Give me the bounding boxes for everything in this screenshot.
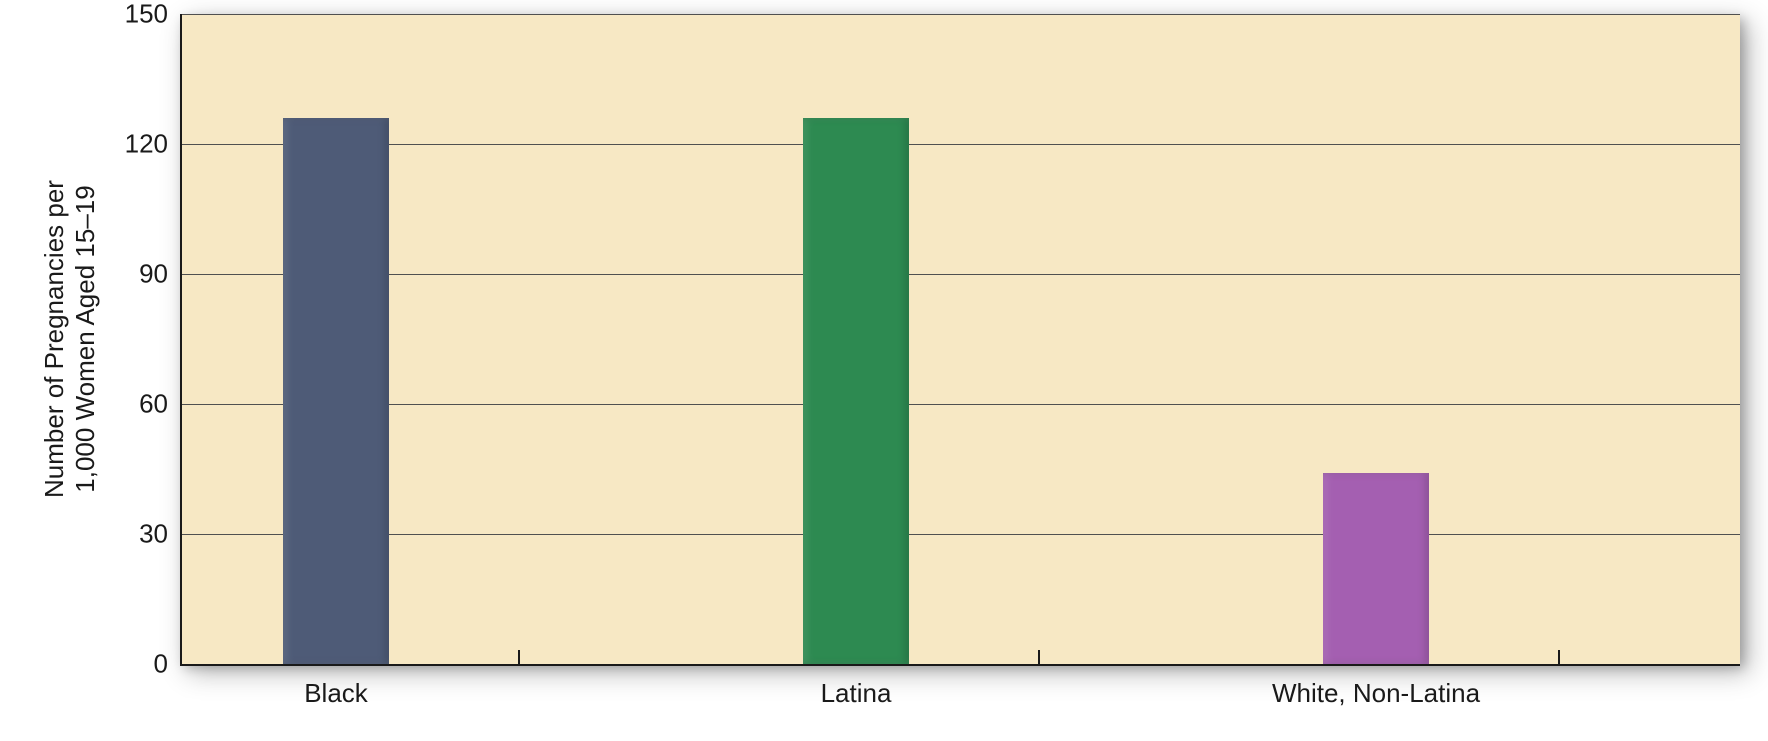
x-tick-label: White, Non-Latina (1272, 678, 1480, 709)
x-tick-mark (518, 650, 520, 664)
gridline (180, 534, 1740, 535)
gridline (180, 274, 1740, 275)
y-tick-label: 120 (125, 129, 180, 160)
x-axis-line (180, 664, 1740, 666)
bar (1323, 473, 1429, 664)
x-tick-mark (1038, 650, 1040, 664)
gridline (180, 404, 1740, 405)
x-tick-mark (1558, 650, 1560, 664)
y-tick-label: 150 (125, 0, 180, 30)
bar (803, 118, 909, 664)
y-tick-label: 90 (139, 259, 180, 290)
plot-area (180, 14, 1740, 664)
y-axis-line (180, 14, 182, 664)
y-tick-label: 60 (139, 389, 180, 420)
gridline (180, 144, 1740, 145)
y-axis-label: Number of Pregnancies per 1,000 Women Ag… (39, 19, 101, 659)
x-tick-label: Latina (821, 678, 892, 709)
bar (283, 118, 389, 664)
gridline (180, 14, 1740, 15)
y-tick-label: 30 (139, 519, 180, 550)
x-tick-label: Black (304, 678, 368, 709)
y-tick-label: 0 (154, 649, 180, 680)
bar-chart: Number of Pregnancies per 1,000 Women Ag… (0, 0, 1768, 741)
